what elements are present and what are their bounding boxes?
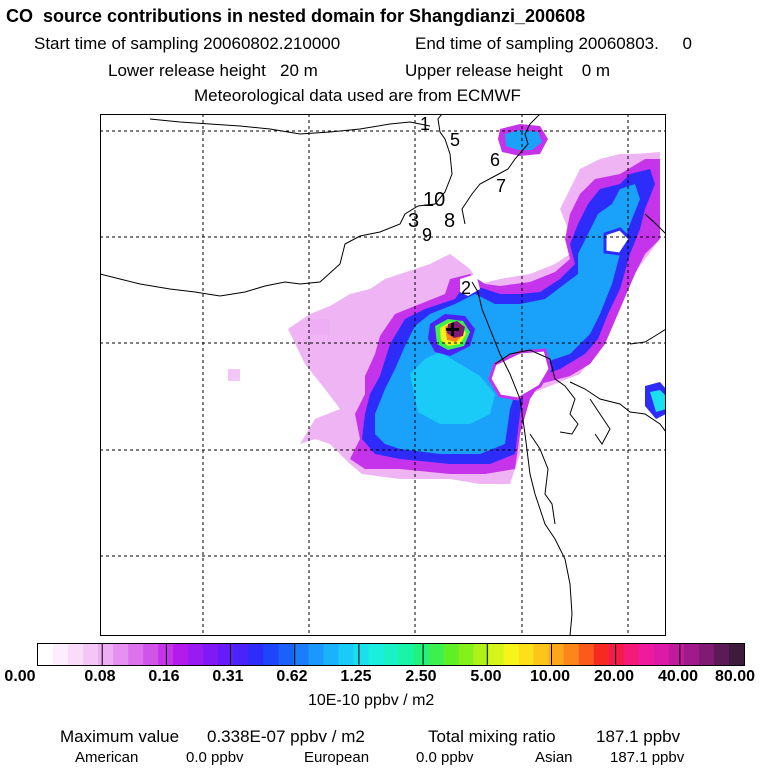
- asian-label: Asian: [535, 749, 573, 766]
- met-data-text: Meteorological data used are from ECMWF: [194, 86, 521, 105]
- scale-color-cell: [263, 644, 279, 665]
- scale-tick: 10.00: [529, 668, 571, 685]
- scale-color-cell: [533, 644, 550, 665]
- scale-color-cell: [98, 644, 114, 665]
- scale-color-cell: [218, 644, 234, 665]
- scale-color-cell: [488, 644, 505, 665]
- release-label: 8: [444, 210, 455, 232]
- scale-color-cell: [458, 644, 475, 665]
- american-value: 0.0 ppbv: [186, 749, 244, 766]
- scale-color-cell: [353, 644, 370, 665]
- source-marker: +: [445, 314, 460, 344]
- color-scale-ticks: 0.00 0.08 0.16 0.31 0.62 1.25 2.50 5.00 …: [0, 668, 768, 688]
- scale-color-cell: [233, 644, 249, 665]
- max-value: 0.338E-07 ppbv / m2: [207, 727, 365, 746]
- scale-color-cell: [203, 644, 219, 665]
- scale-unit: 10E-10 ppbv / m2: [308, 692, 435, 709]
- scale-color-cell: [323, 644, 340, 665]
- scale-color-cell: [443, 644, 460, 665]
- plot-title: CO source contributions in nested domain…: [6, 6, 586, 26]
- total-mixing-label: Total mixing ratio: [428, 727, 556, 746]
- scale-tick: 5.00: [470, 668, 502, 685]
- max-value-label: Maximum value: [60, 727, 180, 746]
- scale-color-cell: [83, 644, 99, 665]
- scale-color-cell: [518, 644, 535, 665]
- scale-color-cell: [383, 644, 400, 665]
- scale-color-cell: [593, 644, 610, 665]
- scale-tick: 0.00: [4, 668, 36, 685]
- release-label: 9: [422, 225, 432, 245]
- scale-tick: 2.50: [405, 668, 437, 685]
- european-label: European: [304, 749, 370, 766]
- scale-color-cell: [578, 644, 595, 665]
- scale-color-cell: [548, 644, 565, 665]
- contribution-map: 1 5 6 7 10 3 8 9 2 +: [100, 114, 666, 636]
- release-label: 5: [450, 130, 460, 150]
- scale-tick: 0.31: [212, 668, 244, 685]
- scale-color-cell: [413, 644, 430, 665]
- scale-tick: 80.00: [714, 668, 756, 685]
- asian-value: 187.1 ppbv: [610, 749, 685, 766]
- release-label: 3: [408, 210, 419, 232]
- release-label: 10: [423, 189, 445, 211]
- european-value: 0.0 ppbv: [416, 749, 474, 766]
- release-label: 7: [496, 176, 506, 196]
- scale-color-cell: [143, 644, 159, 665]
- scale-color-cell: [428, 644, 445, 665]
- start-time-text: Start time of sampling 20060802.210000: [34, 34, 341, 53]
- scale-color-cell: [248, 644, 264, 665]
- scale-color-cell: [638, 644, 655, 665]
- release-label: 1: [420, 114, 430, 134]
- release-label: 2: [461, 278, 471, 298]
- scale-color-cell: [623, 644, 640, 665]
- release-labels: 1 5 6 7 10 3 8 9 2 +: [408, 114, 506, 344]
- scale-color-cell: [38, 644, 54, 665]
- total-mixing-value: 187.1 ppbv: [596, 727, 681, 746]
- scale-color-cell: [113, 644, 129, 665]
- scale-color-cell: [668, 644, 685, 665]
- scale-color-cell: [188, 644, 204, 665]
- scale-color-cell: [173, 644, 189, 665]
- scale-tick: 0.16: [148, 668, 180, 685]
- scale-color-cell: [53, 644, 69, 665]
- scale-color-cell: [713, 644, 730, 665]
- scale-tick: 20.00: [593, 668, 635, 685]
- scale-color-cell: [68, 644, 84, 665]
- scale-color-cell: [563, 644, 580, 665]
- scale-color-cell: [278, 644, 294, 665]
- scale-color-cell: [683, 644, 700, 665]
- american-label: American: [75, 749, 139, 766]
- scale-color-cell: [308, 644, 324, 665]
- scale-tick: 0.62: [276, 668, 308, 685]
- scale-color-cell: [473, 644, 490, 665]
- scale-tick: 40.00: [657, 668, 699, 685]
- end-time-text: End time of sampling 20060803. 0: [415, 34, 692, 53]
- scale-tick: 0.08: [84, 668, 116, 685]
- coastline-borders: [100, 114, 666, 636]
- scale-color-cell: [338, 644, 355, 665]
- scale-color-cell: [608, 644, 625, 665]
- color-scale-bar: [37, 643, 745, 666]
- release-label: 6: [490, 150, 500, 170]
- scale-tick: 1.25: [340, 668, 372, 685]
- scale-color-cell: [653, 644, 670, 665]
- scale-color-cell: [698, 644, 715, 665]
- scale-color-cell: [293, 644, 309, 665]
- scale-color-cell: [398, 644, 415, 665]
- scale-color-cell: [368, 644, 385, 665]
- scale-color-cell: [128, 644, 144, 665]
- lower-height-text: Lower release height 20 m: [108, 61, 318, 80]
- lat-lon-grid: [100, 114, 666, 636]
- scale-color-cell: [503, 644, 520, 665]
- concentration-field: [228, 124, 666, 484]
- upper-height-text: Upper release height 0 m: [405, 61, 611, 80]
- scale-color-cell: [728, 644, 745, 665]
